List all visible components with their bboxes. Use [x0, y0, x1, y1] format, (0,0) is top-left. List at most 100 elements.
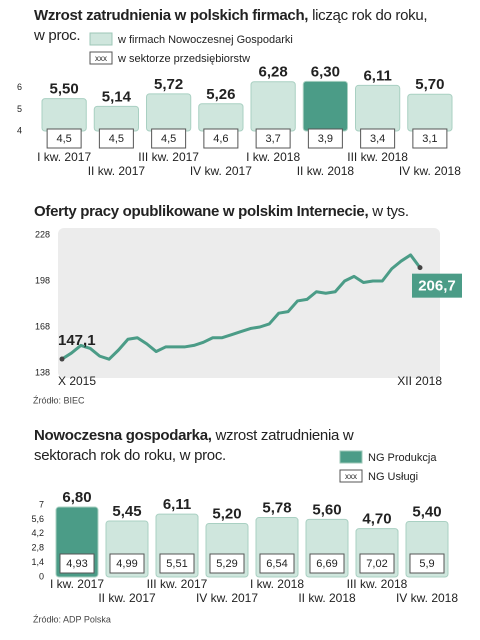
value-box-label: 3,4: [370, 133, 385, 145]
value-label: 6,11: [163, 496, 191, 513]
bar: [407, 93, 453, 132]
x-tick-label: IV kw. 2017: [196, 591, 258, 605]
x-tick-label: II kw. 2018: [298, 591, 356, 605]
value-box-label: 5,29: [216, 558, 237, 570]
value-box: [307, 128, 343, 149]
value-box: [309, 553, 345, 574]
y-tick-label: 1,4: [31, 557, 44, 567]
legend-marker-label: xxx: [345, 472, 357, 481]
y-tick-label: 5: [17, 104, 22, 114]
value-box: [412, 128, 448, 149]
value-label: 5,78: [262, 500, 291, 517]
x-tick-label: IV kw. 2018: [396, 591, 458, 605]
value-label: 5,60: [312, 501, 341, 518]
source: Źródło: ADP Polska: [33, 614, 111, 624]
y-tick-label: 4: [17, 125, 22, 135]
value-box-label: 3,1: [422, 133, 437, 145]
line: [61, 253, 422, 361]
bar: [93, 105, 139, 132]
x-tick-label: XII 2018: [397, 374, 442, 388]
bar: [355, 84, 401, 132]
value-box-label: 6,54: [266, 558, 287, 570]
value-label: 147,1: [58, 332, 96, 349]
legend-swatch: [339, 469, 363, 483]
y-tick-label: 138: [35, 367, 50, 377]
value-box: [151, 128, 187, 149]
bar: [250, 81, 296, 132]
x-tick-label: II kw. 2018: [297, 164, 355, 178]
y-tick-label: 2,8: [31, 543, 44, 553]
legend-swatch: [89, 32, 113, 46]
value-label: 5,50: [50, 81, 79, 98]
value-box: [360, 128, 396, 149]
value-box-label: 4,6: [213, 133, 228, 145]
point: [59, 356, 65, 362]
bar: [198, 103, 244, 132]
value-label: 6,11: [363, 67, 391, 84]
value-box: [59, 553, 95, 574]
chart-subtitle: licząc rok do roku, w proc.: [34, 7, 428, 44]
value-label: 5,26: [206, 86, 235, 103]
value-box: [412, 273, 462, 298]
value-box: [259, 553, 295, 574]
x-tick-label: X 2015: [58, 374, 96, 388]
value-label: 5,70: [415, 76, 444, 93]
value-label: 4,70: [362, 511, 391, 528]
y-tick-label: 4,2: [31, 528, 44, 538]
chart-title: Oferty pracy opublikowane w polskim Inte…: [34, 203, 369, 220]
x-tick-label: IV kw. 2018: [399, 164, 461, 178]
y-tick-label: 6: [17, 82, 22, 92]
x-tick-label: I kw. 2018: [250, 577, 304, 591]
value-box: [255, 128, 291, 149]
x-tick-label: II kw. 2017: [98, 591, 156, 605]
x-tick-label: III kw. 2018: [347, 577, 408, 591]
value-box-label: 4,5: [109, 133, 124, 145]
chart-subtitle: w tys.: [372, 203, 409, 220]
x-tick-label: III kw. 2018: [347, 150, 408, 164]
chart-title: Wzrost zatrudnienia w polskich firmach,: [34, 7, 309, 24]
legend-label: w sektorze przedsiębiorstw: [117, 53, 250, 65]
chart-subtitle: wzrost zatrudnienia w sektorach rok do r…: [34, 427, 354, 464]
x-tick-label: III kw. 2017: [147, 577, 208, 591]
legend-label: NG Produkcja: [368, 452, 437, 464]
value-box: [159, 553, 195, 574]
title-block: Oferty pracy opublikowane w polskim Inte…: [34, 202, 474, 222]
legend-label: w firmach Nowoczesnej Gospodarki: [117, 34, 293, 46]
bar: [302, 80, 348, 132]
value-label: 206,7: [418, 278, 456, 295]
chart-title: Nowoczesna gospodarka,: [34, 427, 212, 444]
legend-marker-label: xxx: [95, 54, 107, 63]
value-label: 5,72: [154, 76, 183, 93]
value-box-label: 4,99: [116, 558, 137, 570]
value-box-label: 4,5: [161, 133, 176, 145]
title-block: Nowoczesna gospodarka, wzrost zatrudnien…: [34, 426, 374, 466]
y-tick-label: 228: [35, 229, 50, 239]
y-tick-label: 0: [39, 571, 44, 581]
value-box: [409, 553, 445, 574]
value-box-label: 7,02: [366, 558, 387, 570]
legend-swatch: [339, 450, 363, 464]
legend-label: NG Usługi: [368, 471, 418, 483]
y-tick-label: 5,6: [31, 514, 44, 524]
value-label: 6,28: [259, 64, 288, 81]
bar: [41, 98, 87, 132]
value-box: [46, 128, 82, 149]
value-box-label: 5,9: [419, 558, 434, 570]
value-box: [209, 553, 245, 574]
y-tick-label: 168: [35, 321, 50, 331]
value-box-label: 4,5: [56, 133, 71, 145]
value-label: 5,20: [212, 505, 241, 522]
x-tick-label: I kw. 2017: [50, 577, 104, 591]
y-tick-label: 198: [35, 275, 50, 285]
x-tick-label: II kw. 2017: [88, 164, 146, 178]
value-box-label: 3,9: [318, 133, 333, 145]
value-box: [359, 553, 395, 574]
value-box: [109, 553, 145, 574]
x-tick-label: I kw. 2017: [37, 150, 91, 164]
x-tick-label: III kw. 2017: [138, 150, 199, 164]
y-tick-label: 7: [39, 499, 44, 509]
value-box-label: 6,69: [316, 558, 337, 570]
source: Źródło: BIEC: [33, 395, 85, 405]
